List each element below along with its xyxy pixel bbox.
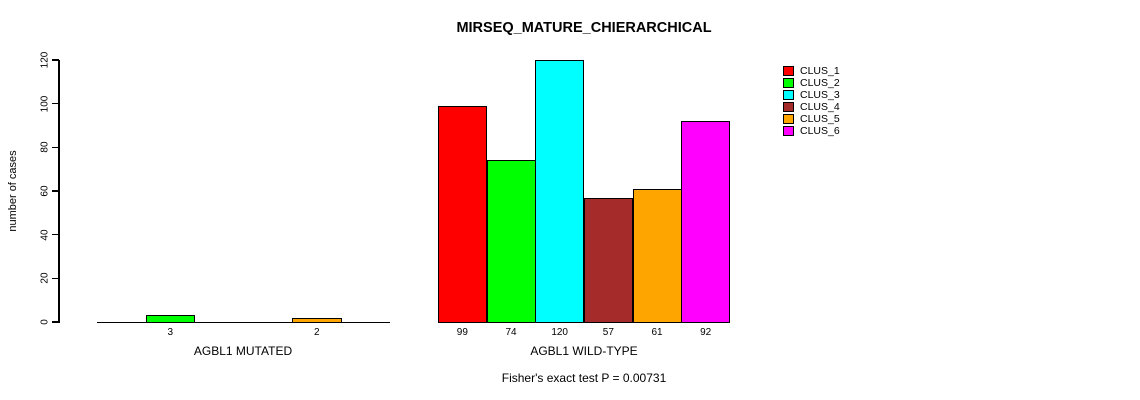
legend-item: CLUS_3 [783, 89, 840, 101]
legend-swatch-clus-6 [783, 126, 794, 136]
legend-swatch-clus-2 [783, 78, 794, 88]
legend-swatch-clus-4 [783, 102, 794, 112]
bar-value-label: 92 [700, 327, 712, 338]
bar-value-label: 3 [167, 327, 174, 338]
bar-value-label: 57 [602, 327, 614, 338]
bar-clus-3 [535, 60, 585, 323]
bar-clus-4 [584, 198, 634, 323]
legend-item: CLUS_2 [783, 77, 840, 89]
group-label-mutated: AGBL1 MUTATED [193, 344, 293, 358]
y-tick [52, 146, 59, 148]
y-tick [52, 190, 59, 192]
legend-label: CLUS_6 [800, 125, 840, 137]
legend: CLUS_1 CLUS_2 CLUS_3 CLUS_4 CLUS_5 CLUS_6 [783, 65, 840, 137]
x-baseline-mutated [97, 322, 390, 324]
bar-value-label: 120 [551, 327, 568, 338]
y-tick-label: 40 [39, 229, 51, 241]
legend-label: CLUS_4 [800, 101, 840, 113]
legend-item: CLUS_1 [783, 65, 840, 77]
bar-value-label: 2 [313, 327, 320, 338]
bar-clus-2 [145, 315, 196, 323]
bar-clus-2 [486, 160, 536, 323]
y-tick-label: 60 [39, 185, 51, 197]
y-tick [52, 277, 59, 279]
bar-clus-6 [681, 121, 731, 323]
bar-value-label: 61 [651, 327, 663, 338]
bar-value-label: 74 [505, 327, 517, 338]
legend-label: CLUS_3 [800, 89, 840, 101]
bar-value-label: 99 [456, 327, 468, 338]
legend-item: CLUS_4 [783, 101, 840, 113]
chart-title: MIRSEQ_MATURE_CHIERARCHICAL [456, 20, 712, 36]
y-tick-label: 100 [39, 95, 51, 112]
legend-swatch-clus-5 [783, 114, 794, 124]
bar-clus-5 [632, 189, 682, 323]
bar-clus-1 [438, 106, 488, 323]
footnote: Fisher's exact test P = 0.00731 [501, 371, 667, 385]
y-tick-label: 20 [39, 272, 51, 284]
legend-label: CLUS_1 [800, 65, 840, 77]
y-tick [52, 234, 59, 236]
legend-item: CLUS_5 [783, 113, 840, 125]
y-tick-label: 80 [39, 141, 51, 153]
legend-swatch-clus-3 [783, 90, 794, 100]
legend-label: CLUS_2 [800, 77, 840, 89]
legend-item: CLUS_6 [783, 125, 840, 137]
y-tick-label: 0 [39, 319, 51, 325]
bar-clus-5 [292, 318, 342, 323]
y-tick-label: 120 [39, 51, 51, 69]
y-axis-label: number of cases [7, 150, 19, 232]
legend-label: CLUS_5 [800, 113, 840, 125]
group-label-wildtype: AGBL1 WILD-TYPE [530, 344, 638, 358]
legend-swatch-clus-1 [783, 66, 794, 76]
y-tick [52, 59, 59, 61]
y-tick [52, 321, 59, 323]
y-tick [52, 103, 59, 105]
